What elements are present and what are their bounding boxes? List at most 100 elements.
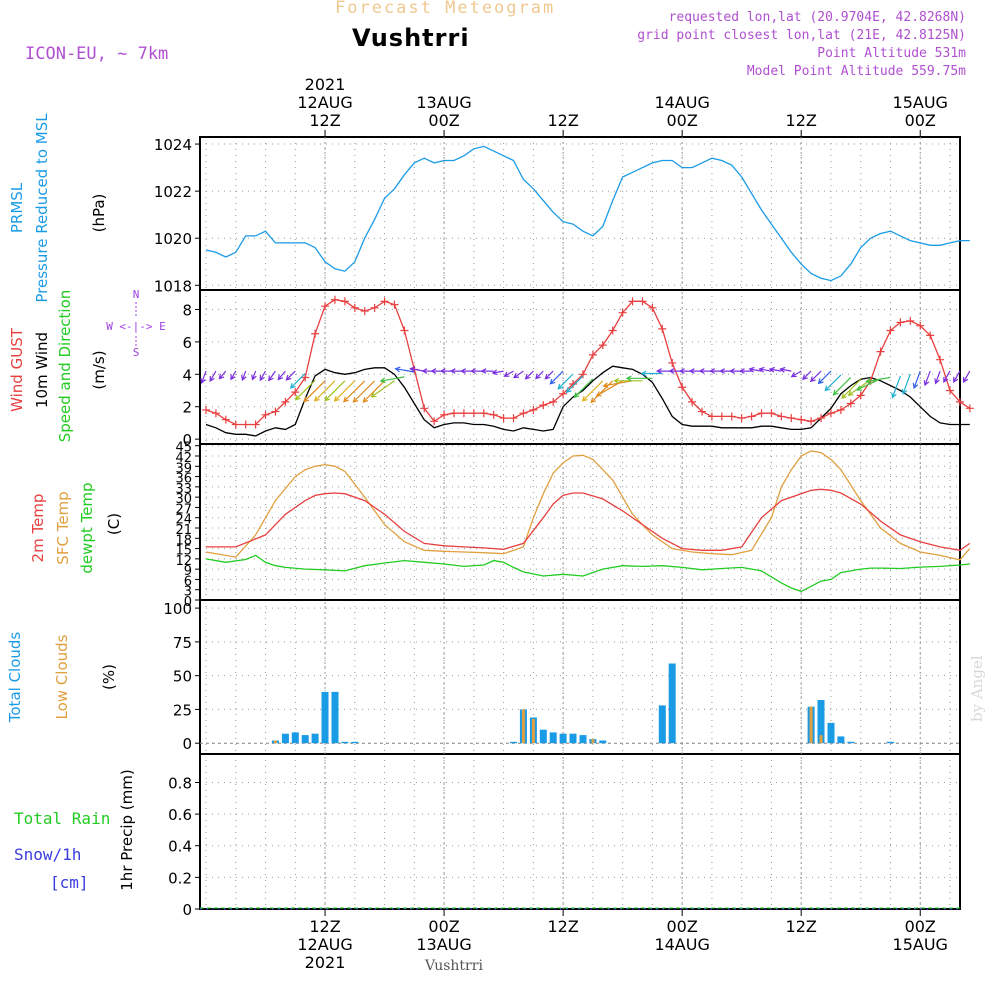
- wind-direction-arrow: [259, 370, 267, 382]
- wind-ytick-label: 8: [182, 301, 192, 319]
- wind-gust-marker: [420, 404, 429, 413]
- pressure-label-msl: Pressure Reduced to MSL: [33, 113, 51, 303]
- wind-gust-marker: [241, 420, 250, 429]
- precip-ytick-label: 0.6: [168, 806, 192, 824]
- wind-gust-marker: [202, 405, 210, 414]
- wind-direction-arrow: [409, 366, 425, 373]
- wind-direction-arrow: [491, 369, 504, 376]
- wind-gust-marker: [588, 350, 597, 359]
- wind-direction-arrow: [590, 380, 614, 404]
- grid-point-coordinates: grid point closest lon,lat (21E, 42.8125…: [637, 28, 966, 43]
- wind-direction-arrow: [613, 377, 643, 384]
- wind-gust-marker: [876, 347, 885, 356]
- temp-ytick-label: 33: [175, 482, 192, 497]
- snow-unit-label: [cm]: [50, 873, 89, 892]
- wind-gust-marker: [350, 303, 359, 312]
- total-clouds-bar: [321, 691, 329, 744]
- total-rain-label: Total Rain: [14, 809, 110, 828]
- temp-ytick-label: 39: [175, 461, 192, 476]
- wind-direction-arrow: [303, 380, 326, 403]
- wind-direction-arrow: [512, 370, 524, 379]
- total-clouds-bar: [827, 722, 835, 744]
- top-time-label: 13AUG: [416, 93, 471, 112]
- wind-gust-marker: [479, 409, 488, 418]
- low-clouds-bar: [591, 739, 595, 744]
- temp-ytick-label: 45: [175, 441, 192, 456]
- wind-panel: 0 2 4 6 8: [182, 289, 961, 449]
- temp-ytick-label: 36: [175, 472, 192, 487]
- total-clouds-bar: [539, 729, 547, 744]
- compass-north: N: [133, 288, 140, 301]
- wind-direction-arrow: [313, 380, 336, 402]
- wind-gust-marker: [291, 388, 300, 397]
- wind-frame: [199, 289, 961, 445]
- wind-ytick-label: 4: [182, 366, 192, 384]
- wind-ytick-label: 2: [182, 399, 192, 417]
- wind-gust-marker: [598, 341, 607, 350]
- wind-direction-arrow: [379, 376, 405, 384]
- total-clouds-bar: [599, 740, 607, 744]
- total-clouds-bar: [301, 735, 309, 744]
- wind-gust-marker: [390, 300, 399, 309]
- dewpoint-line: [205, 554, 970, 593]
- temp-ytick-label: 3: [184, 585, 192, 600]
- wind-direction-arrow: [268, 370, 276, 382]
- wind-gust-marker: [360, 307, 369, 316]
- temp-ytick-label: 30: [175, 492, 192, 507]
- wind-direction-arrow: [524, 370, 534, 380]
- precip-unit: 1hr Precip (mm): [118, 769, 136, 890]
- temp-ytick-label: 24: [175, 513, 192, 528]
- low-clouds-bar: [531, 718, 535, 744]
- wind-gust-marker: [340, 297, 349, 306]
- wind-direction-arrow: [901, 373, 911, 395]
- compass-south: S: [133, 346, 140, 359]
- pressure-ytick-label: 1022: [154, 183, 192, 201]
- sfc-temp-line: [205, 450, 971, 561]
- temp-ytick-label: 42: [175, 451, 192, 466]
- footer-location: Vushtrri: [425, 958, 483, 974]
- precip-ytick-label: 0.4: [168, 838, 192, 856]
- top-time-label: 00Z: [428, 111, 459, 130]
- wind-gust-marker: [767, 409, 776, 418]
- wind-gust-marker: [787, 414, 796, 423]
- pressure-ytick-label: 1020: [154, 230, 192, 248]
- wind-gust-marker: [440, 410, 449, 419]
- total-clouds-bar: [351, 741, 359, 744]
- bottom-time-label: 00Z: [666, 917, 697, 936]
- temp-ytick-label: 27: [175, 502, 192, 517]
- wind-gust-marker: [807, 417, 816, 426]
- temp-ytick-label: 12: [175, 554, 192, 569]
- wind-10m-line: [205, 365, 970, 437]
- pressure-unit: (hPa): [90, 194, 108, 233]
- wind-gust-marker: [231, 420, 240, 429]
- temp-ytick-label: 21: [175, 523, 192, 538]
- wind-direction-arrow: [943, 370, 951, 383]
- wind-gust-marker: [688, 397, 697, 406]
- wind-direction-arrow: [758, 366, 772, 373]
- top-time-label: 12Z: [309, 111, 340, 130]
- temp-ytick-label: 15: [175, 544, 192, 559]
- top-time-label: 14AUG: [654, 93, 709, 112]
- wind-gust-marker: [926, 331, 935, 340]
- clouds-ytick-label: 25: [173, 701, 192, 719]
- wind-direction-arrow: [779, 366, 792, 373]
- wind-direction-arrow: [352, 380, 376, 403]
- wind-gust-line: [205, 299, 971, 426]
- wind-gust-marker: [271, 407, 280, 416]
- wind-gust-marker: [400, 326, 409, 335]
- clouds-ytick-label: 100: [163, 600, 192, 618]
- wind-direction-arrow: [640, 370, 663, 377]
- wind-gust-marker: [817, 414, 826, 423]
- wind-gust-marker: [370, 303, 379, 312]
- wind-gust-marker: [797, 415, 806, 424]
- bottom-time-label: 14AUG: [654, 935, 709, 954]
- total-clouds-bar: [579, 735, 587, 744]
- wind-direction-arrow: [802, 370, 812, 381]
- bottom-time-label: 00Z: [905, 917, 936, 936]
- bottom-time-label: 12AUG: [297, 935, 352, 954]
- wind-gust-marker: [836, 405, 845, 414]
- low-clouds-bar: [819, 735, 823, 744]
- wind-gust-marker: [965, 404, 974, 413]
- wind-gust-marker: [459, 409, 468, 418]
